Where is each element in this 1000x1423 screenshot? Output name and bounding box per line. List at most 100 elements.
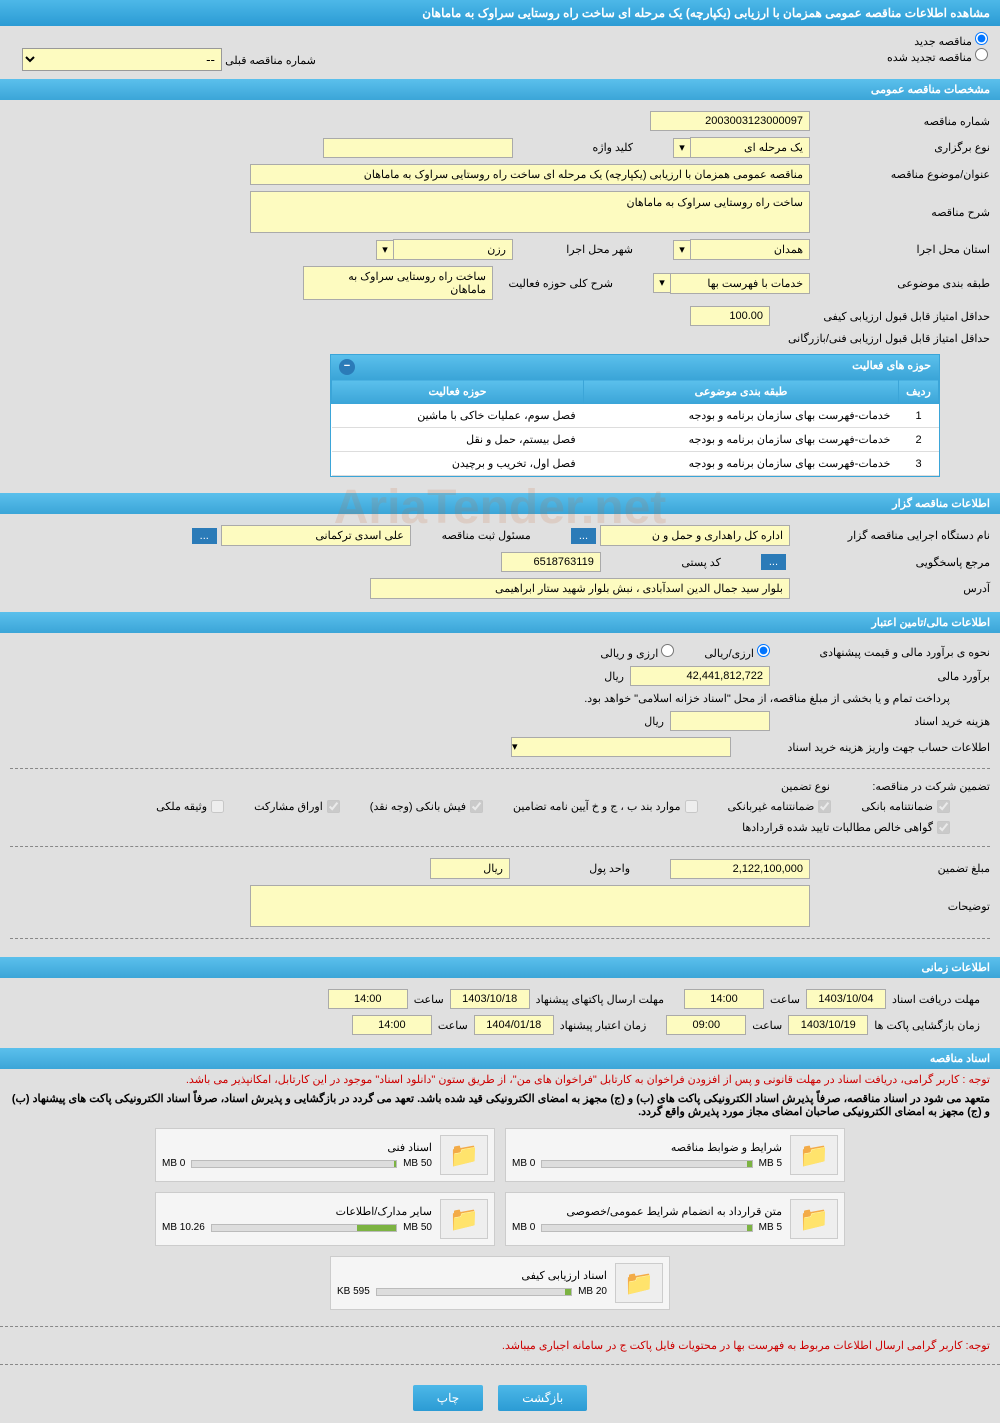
province: همدان [690,239,810,260]
cb-bank-guarantee[interactable]: ضمانتنامه بانکی [861,800,950,813]
doc-used: 595 KB [337,1286,370,1297]
doc-fee-label: هزینه خرید اسناد [770,715,990,728]
doc-fee[interactable] [670,711,770,731]
city-arrow[interactable]: ▾ [376,240,394,260]
tender-desc: ساخت راه روستایی سراوک به ماماهان [250,191,810,233]
table-row: 2خدمات-فهرست بهای سازمان برنامه و بودجهف… [332,428,939,452]
col-activity: حوزه فعالیت [332,380,584,404]
doc-max: 5 MB [759,1222,782,1233]
doc-max: 50 MB [403,1158,432,1169]
cb-approved-contracts[interactable]: گواهی خالص مطالبات تایید شده قراردادها [742,821,950,834]
collapse-icon[interactable]: − [339,359,355,375]
holding-type-arrow[interactable]: ▾ [673,138,691,158]
min-quality-score: 100.00 [690,306,770,326]
radio-new-label: مناقصه جدید [914,36,972,48]
cb-bank-receipt[interactable]: فیش بانکی (وجه نقد) [370,800,483,813]
section-general: مشخصات مناقصه عمومی [0,79,1000,100]
province-label: استان محل اجرا [810,243,990,256]
radio-renewed-label: مناقصه تجدید شده [887,52,972,64]
table-row: 3خدمات-فهرست بهای سازمان برنامه و بودجهف… [332,452,939,476]
notes[interactable] [250,885,810,927]
cb-nonbank-guarantee[interactable]: ضمانتنامه غیربانکی [728,800,832,813]
address-label: آدرس [790,582,990,595]
section-timing: اطلاعات زمانی [0,957,1000,978]
radio-fx[interactable]: ارزی/ریالی [704,644,770,660]
radio-new-tender[interactable]: مناقصه جدید [914,36,988,48]
radio-rial[interactable]: ارزی و ریالی [600,644,674,660]
doc-note3: توجه: کاربر گرامی ارسال اطلاعات مربوط به… [0,1335,1000,1356]
cb-securities[interactable]: اوراق مشارکت [254,800,340,813]
doc-note2: متعهد می شود در اسناد مناقصه، صرفاً پذیر… [0,1090,1000,1120]
guarantee-label: تضمین شرکت در مناقصه: [830,780,990,793]
address: بلوار سید جمال الدین اسدآبادی ، نبش بلوا… [370,578,790,599]
money-unit: ریال [430,858,510,879]
deposit-account-label: اطلاعات حساب جهت واریز هزینه خرید اسناد [730,741,990,754]
estimate: 42,441,812,722 [630,666,770,686]
validity-date: 1404/01/18 [474,1015,554,1035]
doc-receive-label: مهلت دریافت اسناد [892,993,980,1006]
section-organizer: اطلاعات مناقصه گزار [0,493,1000,514]
section-documents: اسناد مناقصه [0,1048,1000,1069]
doc-max: 20 MB [578,1286,607,1297]
activity-desc: ساخت راه روستایی سراوک به ماماهان [303,266,493,300]
desc-label: شرح مناقصه [810,206,990,219]
doc-card[interactable]: 📁 متن قرارداد به انضمام شرایط عمومی/خصوصی… [505,1192,845,1246]
province-arrow[interactable]: ▾ [673,240,691,260]
keyword-input[interactable] [323,138,513,158]
opening-label: زمان بازگشایی پاکت ها [874,1019,980,1032]
postal: 6518763119 [501,552,601,572]
back-button[interactable]: بازگشت [498,1385,587,1411]
officer-label: مسئول ثبت مناقصه [411,529,531,542]
doc-used: 10.26 MB [162,1222,205,1233]
holding-type: یک مرحله ای [690,137,810,158]
min-tech-label: حداقل امتیاز قابل قبول ارزیابی فنی/بازرگ… [750,332,990,345]
deposit-account-select[interactable]: ▾ [511,737,731,757]
estimate-label: برآورد مالی [770,670,990,683]
estimate-mode-label: نحوه ی برآورد مالی و قیمت پیشنهادی [770,646,990,659]
doc-receive-time: 14:00 [684,989,764,1009]
category-label: طبقه بندی موضوعی [810,277,990,290]
cb-property[interactable]: وثیقه ملکی [156,800,224,813]
city: رزن [393,239,513,260]
doc-note1: توجه : کاربر گرامی، دریافت اسناد در مهلت… [0,1069,1000,1090]
doc-title: متن قرارداد به انضمام شرایط عمومی/خصوصی [512,1205,782,1218]
cb-bond-items[interactable]: موارد بند ب ، ج و خ آیین نامه تضامین [513,800,697,813]
category-arrow[interactable]: ▾ [653,273,671,293]
tender-no-label: شماره مناقصه [810,115,990,128]
officer: علی اسدی ترکمانی [221,525,411,546]
postal-label: کد پستی [601,556,721,569]
officer-more[interactable]: ... [192,528,217,544]
guarantee-amount: 2,122,100,000 [670,859,810,879]
prev-tender-select[interactable]: -- [22,48,222,71]
tender-title: مناقصه عمومی همزمان با ارزیابی (یکپارچه)… [250,164,810,185]
responder-label: مرجع پاسخگویی [790,556,990,569]
doc-used: 0 MB [162,1158,185,1169]
envelope-send-date: 1403/10/18 [450,989,530,1009]
keyword-label: کلید واژه [513,141,633,154]
folder-icon: 📁 [790,1135,838,1175]
prev-tender-label: شماره مناقصه قبلی [225,55,316,67]
print-button[interactable]: چاپ [413,1385,483,1411]
doc-card[interactable]: 📁سایر مدارک/اطلاعات50 MB10.26 MB [155,1192,495,1246]
doc-used: 0 MB [512,1158,535,1169]
doc-card[interactable]: 📁شرایط و ضوابط مناقصه5 MB0 MB [505,1128,845,1182]
opening-date: 1403/10/19 [788,1015,868,1035]
table-row: 1خدمات-فهرست بهای سازمان برنامه و بودجهف… [332,404,939,428]
doc-card[interactable]: 📁اسناد ارزیابی کیفی20 MB595 KB [330,1256,670,1310]
doc-card[interactable]: 📁اسناد فنی50 MB0 MB [155,1128,495,1182]
col-row: ردیف [899,380,939,404]
radio-renewed-tender[interactable]: مناقصه تجدید شده [887,52,988,64]
money-unit-label: واحد پول [510,862,630,875]
exec-org-more[interactable]: ... [571,528,596,544]
time-word2: ساعت [414,993,444,1006]
responder-more[interactable]: ... [761,554,786,570]
doc-fee-currency: ریال [644,715,664,728]
title-label: عنوان/موضوع مناقصه [810,168,990,181]
folder-icon: 📁 [790,1199,838,1239]
time-word4: ساعت [438,1019,468,1032]
doc-max: 50 MB [403,1222,432,1233]
guarantee-amount-label: مبلغ تضمین [810,862,990,875]
envelope-send-label: مهلت ارسال پاکتهای پیشنهاد [536,993,664,1006]
holding-type-label: نوع برگزاری [810,141,990,154]
envelope-send-time: 14:00 [328,989,408,1009]
